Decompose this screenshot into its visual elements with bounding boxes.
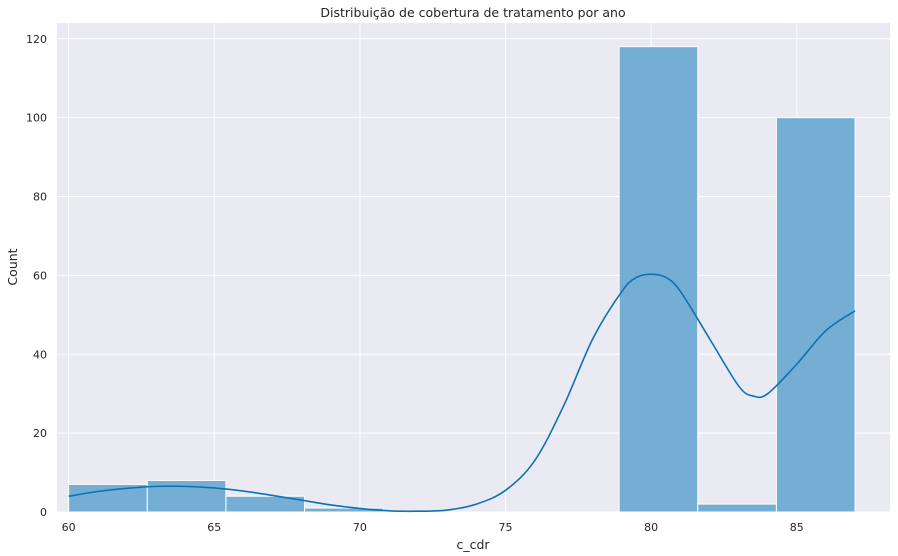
chart-title: Distribuição de cobertura de tratamento … bbox=[320, 5, 625, 20]
x-axis-label: c_cdr bbox=[456, 537, 490, 552]
x-tick-label: 60 bbox=[62, 521, 76, 534]
x-tick-label: 85 bbox=[790, 521, 804, 534]
histogram-bar bbox=[618, 46, 699, 513]
x-axis-ticks: 60 65 70 75 80 85 bbox=[62, 521, 804, 534]
plot-background bbox=[57, 23, 890, 512]
x-tick-label: 75 bbox=[499, 521, 513, 534]
y-axis-ticks: 0 20 40 60 80 100 120 bbox=[26, 33, 47, 519]
y-tick-label: 80 bbox=[33, 191, 47, 204]
y-tick-label: 40 bbox=[33, 348, 47, 361]
x-tick-label: 65 bbox=[207, 521, 221, 534]
y-tick-label: 120 bbox=[26, 33, 47, 46]
histogram-bar bbox=[225, 495, 306, 513]
x-tick-label: 80 bbox=[644, 521, 658, 534]
histogram-bar bbox=[697, 503, 777, 513]
histogram-bar bbox=[146, 479, 227, 513]
y-tick-label: 60 bbox=[33, 269, 47, 282]
histogram-bar bbox=[68, 483, 148, 513]
y-axis-label: Count bbox=[5, 248, 20, 285]
y-tick-label: 20 bbox=[33, 427, 47, 440]
x-tick-label: 70 bbox=[353, 521, 367, 534]
y-tick-label: 0 bbox=[40, 506, 47, 519]
kde-curve bbox=[68, 273, 856, 513]
histogram-bar bbox=[775, 117, 856, 513]
y-tick-label: 100 bbox=[26, 112, 47, 125]
